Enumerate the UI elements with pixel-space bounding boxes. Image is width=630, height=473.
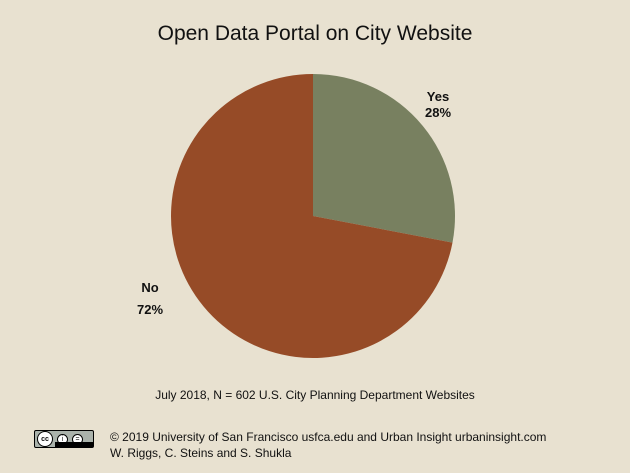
pie-slice-no <box>171 74 453 358</box>
chart-title: Open Data Portal on City Website <box>157 22 473 45</box>
pie-slice-yes <box>313 74 455 243</box>
creative-commons-icon: cc i = <box>34 430 94 448</box>
footer-credits: © 2019 University of San Francisco usfca… <box>110 429 546 461</box>
license-strip <box>55 442 93 447</box>
footer-copyright: © 2019 University of San Francisco usfca… <box>110 430 547 444</box>
slice-label-no: No 72% <box>128 277 172 321</box>
slice-label-yes-value: 28% <box>424 105 452 120</box>
slice-label-no-name: No <box>141 280 159 295</box>
footer-authors: W. Riggs, C. Steins and S. Shukla <box>110 446 292 460</box>
chart-note: July 2018, N = 602 U.S. City Planning De… <box>155 388 475 402</box>
cc-logo: cc <box>37 431 53 447</box>
slice-label-yes-name: Yes <box>426 89 450 104</box>
slice-label-no-value: 72% <box>136 302 164 317</box>
slice-label-yes: Yes 28% <box>418 89 458 121</box>
